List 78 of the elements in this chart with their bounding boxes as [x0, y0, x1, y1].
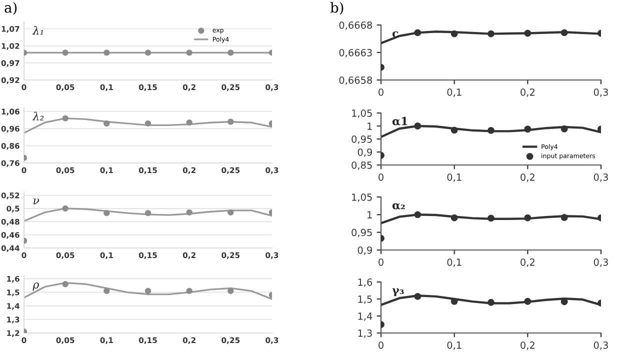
point — [186, 209, 192, 216]
y-tick-label: 0,85 — [352, 161, 372, 170]
point — [144, 210, 152, 216]
text: a) — [4, 2, 17, 15]
x-tick-label: 0,2 — [520, 88, 534, 97]
point — [104, 210, 110, 216]
x-tick-label: 0,3 — [594, 258, 608, 267]
point — [450, 30, 458, 38]
chart-title: γ₃ — [392, 288, 404, 296]
x-tick-label: 0,1 — [447, 174, 462, 182]
y-tick-label: 1,5 — [358, 296, 372, 304]
point — [450, 298, 458, 305]
line-series — [24, 282, 272, 300]
chart-title: ρ — [32, 282, 39, 291]
point — [144, 120, 152, 127]
x-tick-label: 0,2 — [520, 174, 534, 182]
x-tick-label: 0,1 — [447, 258, 462, 267]
y-tick-label: 1,6 — [358, 278, 372, 287]
x-tick-label: 0 — [378, 342, 384, 349]
point — [524, 214, 532, 222]
point — [524, 298, 532, 305]
x-tick-label: 0,3 — [594, 174, 608, 182]
point — [560, 214, 568, 221]
point — [186, 120, 192, 126]
x-tick-label: 0,2 — [520, 258, 534, 267]
y-tick-label: 0,6658 — [339, 76, 372, 85]
y-tick-label: 0,6663 — [339, 48, 372, 58]
point — [524, 30, 532, 37]
x-tick-label: 0,3 — [594, 88, 608, 97]
line-series — [381, 30, 601, 44]
chart-title: α1 — [392, 116, 408, 126]
chart-title: λ₂ — [32, 112, 44, 120]
point — [414, 122, 422, 130]
point — [488, 30, 494, 38]
y-tick-label: 0,95 — [352, 228, 372, 238]
x-tick-label: 0,1 — [447, 342, 462, 350]
chart-title: ν — [33, 198, 40, 204]
y-tick-label: 0,9 — [358, 246, 372, 255]
x-tick-label: 0,3 — [594, 342, 608, 350]
point — [186, 288, 192, 294]
point — [228, 209, 234, 216]
point — [228, 118, 234, 125]
point — [414, 29, 422, 36]
y-tick-label: 1,05 — [352, 109, 372, 118]
point — [560, 125, 568, 132]
chart-title: c — [392, 31, 398, 38]
point — [524, 126, 532, 133]
y-tick-label: 1,3 — [358, 329, 372, 338]
x-tick-label: 0 — [378, 258, 384, 266]
y-tick-label: 1 — [368, 122, 372, 130]
x-tick-label: 0,1 — [447, 88, 462, 97]
point — [414, 211, 422, 218]
y-tick-label: 1,4 — [358, 312, 372, 321]
chart-title: λ₁ — [32, 26, 43, 35]
point — [144, 288, 152, 294]
x-tick-label: 0 — [378, 174, 384, 181]
x-tick-label: 0 — [378, 88, 384, 96]
point — [104, 288, 110, 294]
point — [62, 205, 68, 212]
point — [62, 115, 68, 122]
y-tick-label: 1 — [368, 211, 372, 218]
point — [488, 214, 494, 222]
point — [104, 120, 110, 127]
chart-title: α₂ — [392, 203, 405, 210]
y-tick-label: 0,6668 — [339, 21, 372, 30]
y-tick-label: 0,9 — [358, 148, 372, 157]
point — [414, 292, 422, 300]
point — [450, 126, 458, 134]
point — [488, 126, 494, 134]
point — [450, 214, 458, 222]
point — [560, 29, 568, 36]
point — [488, 298, 494, 306]
point — [62, 281, 68, 288]
text: b) — [330, 2, 344, 15]
y-tick-label: 1,05 — [352, 193, 372, 202]
point — [228, 288, 234, 294]
y-tick-label: 0,95 — [352, 135, 372, 144]
x-tick-label: 0,2 — [520, 342, 534, 350]
